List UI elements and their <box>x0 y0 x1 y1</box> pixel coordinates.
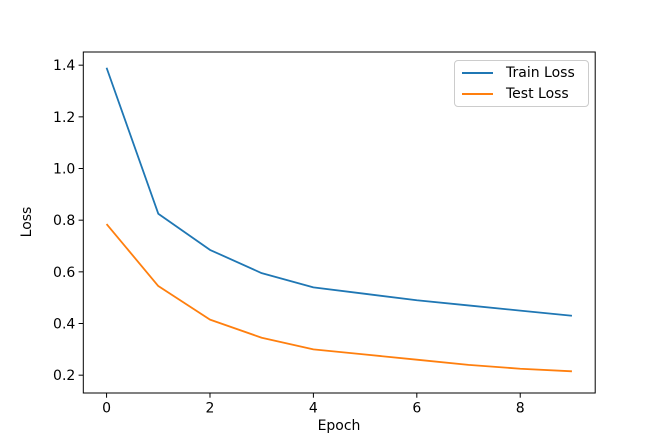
legend-label-train-loss: Train Loss <box>506 64 575 81</box>
x-tick-label: 4 <box>309 401 318 417</box>
y-tick-label: 0.4 <box>53 317 75 333</box>
x-axis-label: Epoch <box>318 418 361 434</box>
x-tick-label: 0 <box>102 401 111 417</box>
x-tick-label: 6 <box>412 401 421 417</box>
y-tick-label: 0.2 <box>53 368 75 384</box>
train-loss-line-swatch <box>462 72 493 74</box>
train-loss-line <box>105 67 573 317</box>
y-tick-label: 1.0 <box>53 162 75 178</box>
legend-label-test-loss: Test Loss <box>506 85 569 102</box>
y-tick-label: 1.4 <box>53 58 75 74</box>
x-tick-label: 8 <box>516 401 525 417</box>
legend: Train Loss Test Loss <box>454 60 589 107</box>
axes-frame <box>82 51 596 394</box>
legend-item-test-loss: Test Loss <box>462 84 588 105</box>
x-tick-label: 2 <box>206 401 215 417</box>
y-tick-label: 1.2 <box>53 110 75 126</box>
legend-item-train-loss: Train Loss <box>462 63 588 84</box>
test-loss-line <box>105 223 572 373</box>
test-loss-line-swatch <box>462 93 493 95</box>
y-axis-label: Loss <box>19 207 35 238</box>
y-tick-label: 0.6 <box>53 265 75 281</box>
y-tick-label: 0.8 <box>53 213 75 229</box>
